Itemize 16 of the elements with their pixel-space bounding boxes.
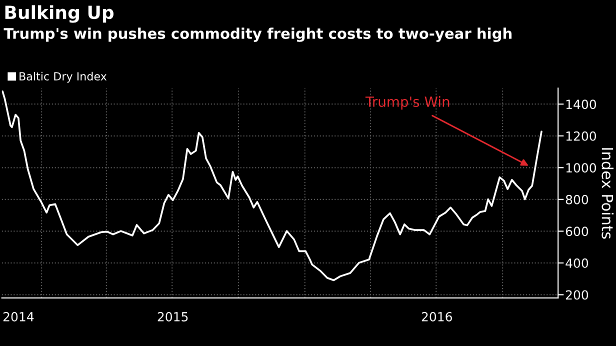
y-tick-label: 1200	[566, 131, 596, 141]
y-tick-label: 200	[566, 290, 588, 300]
y-axis-title: Index Points	[602, 148, 614, 239]
annotation: Trump's Win	[365, 96, 450, 110]
y-tick-label: 400	[566, 258, 588, 268]
x-tick-label: 2015	[158, 312, 188, 322]
y-tick-label: 1000	[566, 163, 596, 173]
y-tick-label: 800	[566, 194, 588, 204]
chart-subtitle: Trump's win pushes commodity freight costs to two-year high	[4, 28, 512, 42]
x-tick-label: 2016	[422, 312, 452, 322]
legend-label: Baltic Dry Index	[20, 72, 107, 83]
line-series	[2, 90, 542, 282]
x-tick-label: 2014	[3, 312, 34, 322]
chart-title: Bulking Up	[5, 5, 114, 23]
y-tick-label: 1400	[566, 100, 596, 110]
y-tick-label: 600	[566, 226, 588, 236]
